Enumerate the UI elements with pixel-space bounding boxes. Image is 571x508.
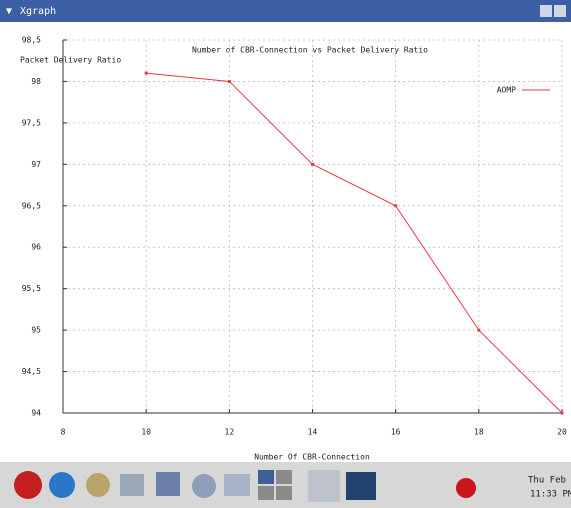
y-tick-label: 98,5 <box>22 36 41 45</box>
window-menu[interactable]: ▼ <box>6 6 12 17</box>
app-icon[interactable] <box>120 474 144 496</box>
workspace-1[interactable] <box>258 470 274 484</box>
x-tick-label: 14 <box>308 428 318 437</box>
start-menu[interactable] <box>14 471 42 499</box>
app-icon[interactable] <box>156 472 180 496</box>
y-tick-label: 95 <box>31 326 41 335</box>
data-point <box>394 204 397 207</box>
workspace-3[interactable] <box>258 486 274 500</box>
data-point <box>228 80 231 83</box>
x-axis-label: Number Of CBR-Connection <box>254 453 370 462</box>
y-tick-label: 98 <box>31 77 41 86</box>
x-tick-label: 10 <box>141 428 151 437</box>
taskbar <box>0 462 571 508</box>
data-point <box>477 329 480 332</box>
title-bar <box>0 0 571 22</box>
data-point <box>311 163 314 166</box>
y-tick-label: 94 <box>31 409 41 418</box>
x-tick-label: 12 <box>225 428 235 437</box>
y-tick-label: 97 <box>31 160 41 169</box>
x-tick-label: 16 <box>391 428 401 437</box>
legend-label: AOMP <box>497 86 516 95</box>
mail-icon[interactable] <box>86 473 110 497</box>
page: ▼ Xgraph Number of CBR-Connection vs Pac… <box>0 0 571 508</box>
workspace-4[interactable] <box>276 486 292 500</box>
y-tick-label: 95,5 <box>22 284 41 293</box>
minimize-button[interactable] <box>540 5 552 17</box>
x-tick-label: 20 <box>557 428 567 437</box>
x-tick-label: 18 <box>474 428 484 437</box>
chart-area <box>0 22 571 462</box>
workspace-2[interactable] <box>276 470 292 484</box>
y-tick-label: 96 <box>31 243 41 252</box>
app-icon[interactable] <box>308 470 340 502</box>
y-tick-label: 94,5 <box>22 367 41 376</box>
terminal-icon[interactable] <box>346 472 376 500</box>
app-icon[interactable] <box>224 474 250 496</box>
alert-icon[interactable] <box>456 478 476 498</box>
y-tick-label: 97,5 <box>22 118 41 127</box>
y-axis-label: Packet Delivery Ratio <box>20 56 121 65</box>
data-point <box>145 72 148 75</box>
chart-title: Number of CBR-Connection vs Packet Deliv… <box>192 46 428 55</box>
data-point <box>561 412 564 415</box>
clock-time: 11:33 PM <box>530 490 571 500</box>
window-title: Xgraph <box>20 6 56 17</box>
browser-icon[interactable] <box>49 472 75 498</box>
x-tick-label: 8 <box>61 428 66 437</box>
y-tick-label: 96,5 <box>22 201 41 210</box>
app-icon[interactable] <box>192 474 216 498</box>
maximize-button[interactable] <box>554 5 566 17</box>
clock-date: Thu Feb 2 <box>528 476 571 486</box>
screen: ▼ Xgraph Number of CBR-Connection vs Pac… <box>0 0 571 508</box>
